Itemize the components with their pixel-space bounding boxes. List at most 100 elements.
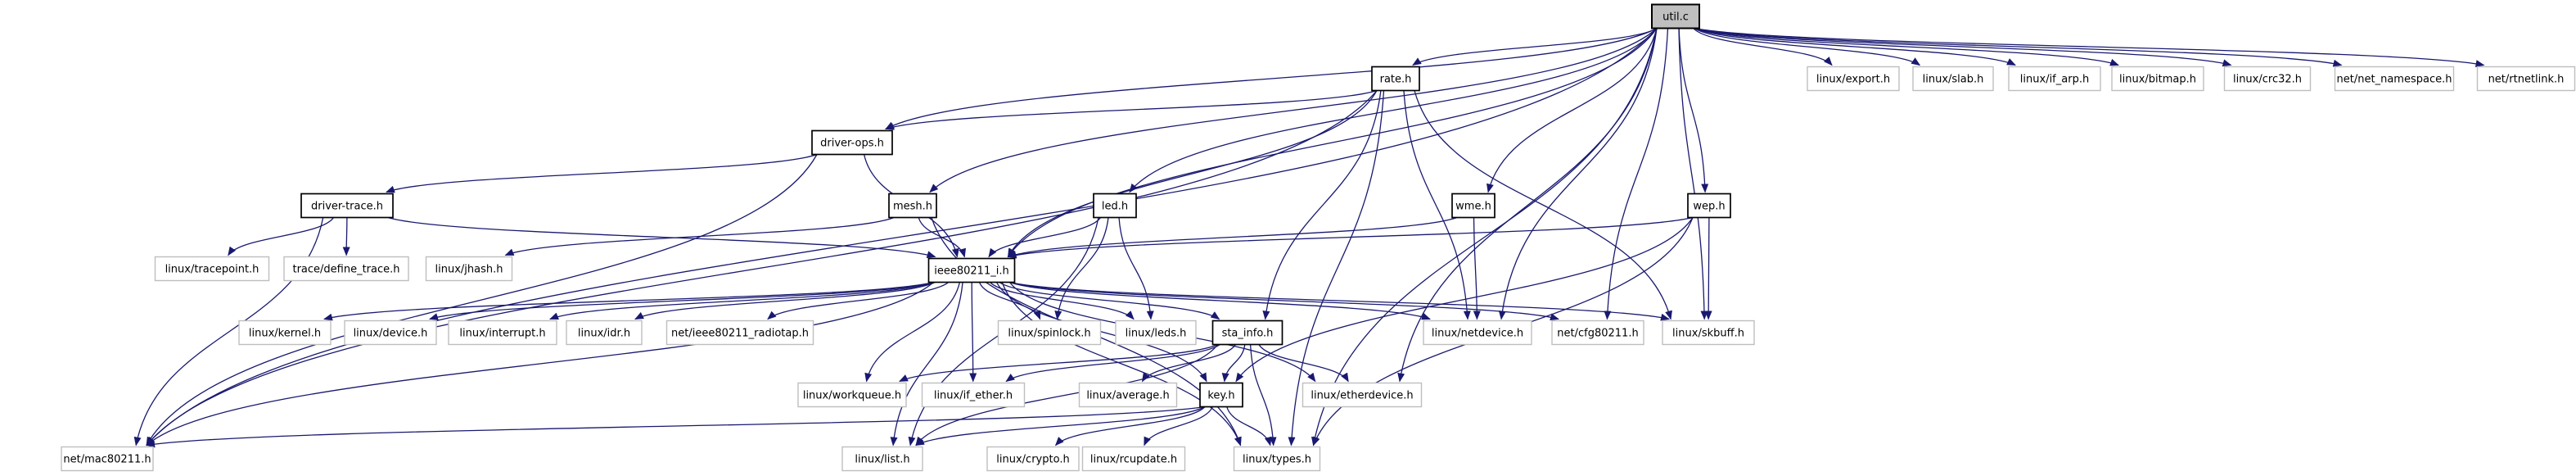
- node-linux-etherdevice-h: linux/etherdevice.h: [1302, 382, 1423, 408]
- edge-driver-trace-h-to-trace-define-trace-h: [342, 217, 350, 256]
- node-label-net-net-namespace-h: net/net_namespace.h: [2337, 74, 2452, 86]
- node-linux-kernel-h: linux/kernel.h: [238, 320, 332, 346]
- node-box-linux-list-h: [841, 446, 923, 472]
- node-label-ieee80211-i-h[interactable]: ieee80211_i.h: [934, 265, 1008, 278]
- edge-sta-info-h-to-linux-average-h: [1141, 344, 1236, 383]
- node-linux-average-h: linux/average.h: [1078, 382, 1178, 408]
- node-box-linux-tracepoint-h: [154, 256, 270, 282]
- node-label-driver-ops-h[interactable]: driver-ops.h: [820, 138, 884, 150]
- node-box-linux-rcupdate-h: [1081, 446, 1186, 472]
- node-box-linux-bitmap-h: [2111, 66, 2204, 92]
- edge-rate-h-to-net-mac80211-h: [146, 90, 1378, 447]
- edge-ieee80211-i-h-to-linux-interrupt-h: [549, 281, 934, 320]
- node-label-linux-if-arp-h: linux/if_arp.h: [2020, 74, 2089, 86]
- node-box-linux-leds-h: [1115, 320, 1197, 346]
- node-box-util-c[interactable]: [1651, 3, 1700, 29]
- node-label-key-h[interactable]: key.h: [1207, 390, 1234, 402]
- node-linux-leds-h: linux/leds.h: [1115, 320, 1197, 346]
- node-label-linux-if-ether-h: linux/if_ether.h: [934, 390, 1013, 402]
- edge-sta-info-h-to-key-h: [1221, 344, 1246, 383]
- edge-ieee80211-i-h-to-net-mac80211-h: [146, 282, 934, 447]
- node-box-led-h[interactable]: [1093, 193, 1137, 219]
- node-box-rate-h[interactable]: [1371, 66, 1420, 92]
- node-box-wep-h[interactable]: [1687, 193, 1731, 219]
- edge-util-c-to-net-mac80211-h: [146, 28, 1658, 447]
- node-label-linux-bitmap-h: linux/bitmap.h: [2119, 74, 2196, 86]
- edge-rate-h-to-driver-ops-h: [885, 89, 1378, 130]
- node-label-driver-trace-h[interactable]: driver-trace.h: [311, 201, 383, 213]
- node-linux-rcupdate-h: linux/rcupdate.h: [1081, 446, 1186, 472]
- node-label-util-c[interactable]: util.c: [1662, 11, 1689, 24]
- edge-mesh-h-to-ieee80211-i-h: [918, 217, 966, 258]
- node-sta-info-h[interactable]: sta_info.h: [1211, 320, 1283, 346]
- edge-util-c-to-wep-h: [1678, 28, 1709, 193]
- edge-sta-info-h-to-linux-if-ether-h: [1005, 343, 1220, 383]
- node-linux-types-h: linux/types.h: [1233, 446, 1321, 472]
- node-label-linux-crypto-h: linux/crypto.h: [996, 454, 1069, 466]
- node-wme-h[interactable]: wme.h: [1451, 193, 1496, 219]
- edge-key-h-to-linux-rcupdate-h: [1144, 406, 1213, 447]
- node-label-rate-h[interactable]: rate.h: [1380, 74, 1412, 86]
- edge-ieee80211-i-h-to-linux-skbuff-h: [1009, 281, 1670, 321]
- node-mesh-h[interactable]: mesh.h: [888, 193, 937, 219]
- edge-led-h-to-linux-spinlock-h: [1054, 217, 1109, 320]
- node-linux-idr-h: linux/idr.h: [566, 320, 643, 346]
- node-key-h[interactable]: key.h: [1199, 382, 1243, 408]
- node-box-linux-idr-h: [566, 320, 643, 346]
- edge-ieee80211-i-h-to-linux-device-h: [429, 281, 934, 320]
- edge-rate-h-to-sta-info-h: [1262, 90, 1382, 320]
- node-linux-if-arp-h: linux/if_arp.h: [2008, 66, 2101, 92]
- node-label-net-ieee80211-radiotap-h: net/ieee80211_radiotap.h: [671, 328, 809, 340]
- node-linux-bitmap-h: linux/bitmap.h: [2111, 66, 2204, 92]
- edge-led-h-to-ieee80211-i-h: [988, 217, 1102, 258]
- node-linux-jhash-h: linux/jhash.h: [425, 256, 513, 282]
- node-box-linux-slab-h: [1912, 66, 1994, 92]
- edge-util-c-to-linux-slab-h: [1694, 27, 1921, 66]
- node-box-driver-ops-h[interactable]: [811, 129, 893, 156]
- edge-key-h-to-net-mac80211-h: [146, 406, 1206, 448]
- edge-ieee80211-i-h-to-linux-workqueue-h: [864, 282, 961, 383]
- node-box-mesh-h[interactable]: [888, 193, 937, 219]
- node-box-ieee80211-i-h[interactable]: [927, 257, 1016, 283]
- node-led-h[interactable]: led.h: [1093, 193, 1137, 219]
- node-box-wme-h[interactable]: [1451, 193, 1496, 219]
- edge-ieee80211-i-h-to-net-cfg80211-h: [1009, 281, 1559, 321]
- node-wep-h[interactable]: wep.h: [1687, 193, 1731, 219]
- node-box-linux-netdevice-h: [1423, 320, 1532, 346]
- node-label-linux-crc32-h: linux/crc32.h: [2233, 74, 2302, 86]
- node-trace-define-trace-h: trace/define_trace.h: [283, 256, 409, 282]
- node-linux-tracepoint-h: linux/tracepoint.h: [154, 256, 270, 282]
- node-box-trace-define-trace-h: [283, 256, 409, 282]
- node-label-wep-h[interactable]: wep.h: [1693, 201, 1725, 213]
- node-net-net-namespace-h: net/net_namespace.h: [2334, 66, 2455, 92]
- node-driver-trace-h[interactable]: driver-trace.h: [300, 193, 394, 219]
- node-linux-skbuff-h: linux/skbuff.h: [1662, 320, 1755, 346]
- node-box-sta-info-h[interactable]: [1211, 320, 1283, 346]
- node-rate-h[interactable]: rate.h: [1371, 66, 1420, 92]
- edge-util-c-to-linux-export-h: [1693, 28, 1833, 66]
- node-box-linux-jhash-h: [425, 256, 513, 282]
- node-box-driver-trace-h[interactable]: [300, 193, 394, 219]
- node-label-mesh-h[interactable]: mesh.h: [893, 201, 932, 213]
- node-label-net-mac80211-h: net/mac80211.h: [63, 454, 151, 466]
- node-box-linux-kernel-h: [238, 320, 332, 346]
- edge-key-h-to-linux-types-h: [1226, 406, 1272, 447]
- edge-wep-h-to-ieee80211-i-h: [1007, 216, 1694, 259]
- node-driver-ops-h[interactable]: driver-ops.h: [811, 129, 893, 156]
- node-box-linux-if-ether-h: [921, 382, 1026, 408]
- node-box-key-h[interactable]: [1199, 382, 1243, 408]
- node-ieee80211-i-h[interactable]: ieee80211_i.h: [927, 257, 1016, 283]
- edge-key-h-to-linux-crypto-h: [1054, 406, 1206, 447]
- edge-wep-h-to-key-h: [1235, 217, 1694, 383]
- edge-sta-info-h-to-linux-types-h: [1249, 344, 1277, 447]
- node-label-led-h[interactable]: led.h: [1102, 201, 1128, 213]
- edge-ieee80211-i-h-to-linux-types-h: [1001, 282, 1242, 447]
- node-label-linux-kernel-h: linux/kernel.h: [249, 328, 321, 340]
- node-util-c[interactable]: util.c: [1651, 3, 1700, 29]
- node-linux-if-ether-h: linux/if_ether.h: [921, 382, 1026, 408]
- node-label-sta-info-h[interactable]: sta_info.h: [1222, 328, 1274, 340]
- node-label-wme-h[interactable]: wme.h: [1455, 201, 1491, 213]
- edge-driver-trace-h-to-ieee80211-i-h: [387, 216, 936, 258]
- edge-util-c-to-linux-bitmap-h: [1694, 27, 2119, 66]
- node-label-linux-average-h: linux/average.h: [1086, 390, 1169, 402]
